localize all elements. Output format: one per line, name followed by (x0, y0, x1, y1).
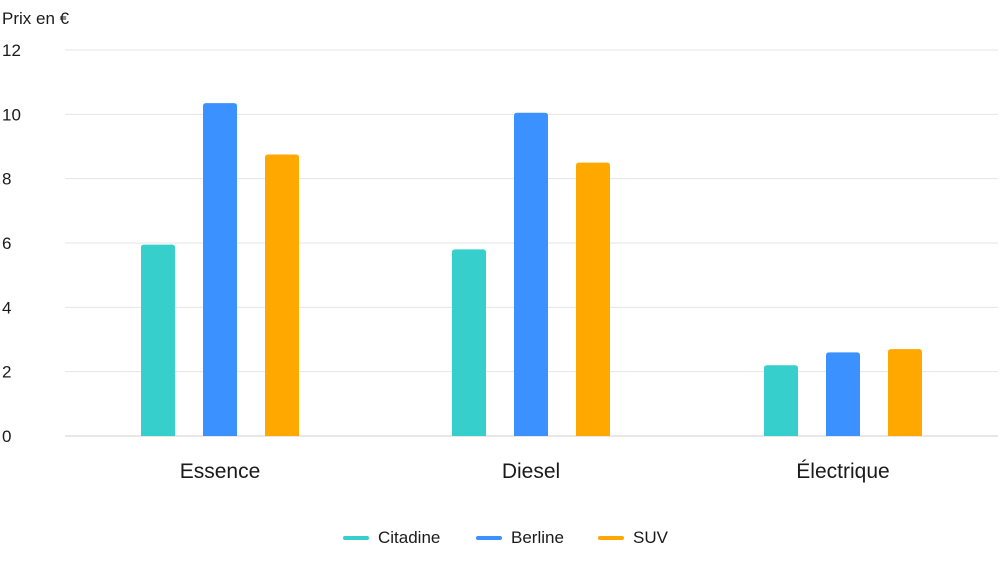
y-tick-label: 2 (2, 363, 11, 382)
y-tick-label: 10 (2, 105, 21, 124)
legend-label: SUV (633, 528, 669, 547)
bar-suv-1 (265, 154, 299, 436)
legend: Citadine Berline SUV (343, 528, 669, 547)
bar-citadine-2 (452, 249, 486, 436)
legend-item-suv: SUV (598, 528, 669, 547)
y-axis-label: Prix en € (2, 9, 70, 28)
bar-berline-2 (514, 112, 548, 436)
y-tick-label: 8 (2, 170, 11, 189)
x-category-label: Diesel (502, 460, 560, 483)
x-axis-categories: Essence Diesel Électrique (180, 460, 890, 483)
y-tick-label: 4 (2, 298, 11, 317)
bar-berline-3 (826, 352, 860, 436)
bar-citadine-1 (141, 244, 175, 436)
legend-item-citadine: Citadine (343, 528, 440, 547)
y-tick-label: 6 (2, 234, 11, 253)
bar-citadine-3 (764, 365, 798, 436)
bars (141, 103, 922, 437)
legend-item-berline: Berline (476, 528, 564, 547)
bar-suv-3 (888, 349, 922, 436)
x-category-label: Électrique (796, 460, 889, 483)
bar-berline-1 (203, 103, 237, 436)
y-tick-label: 0 (2, 427, 11, 446)
y-axis-ticks: 0 2 4 6 8 10 12 (2, 41, 21, 446)
legend-label: Berline (511, 528, 564, 547)
x-category-label: Essence (180, 460, 261, 483)
y-tick-label: 12 (2, 41, 21, 60)
legend-label: Citadine (378, 528, 440, 547)
bar-suv-2 (576, 162, 610, 437)
